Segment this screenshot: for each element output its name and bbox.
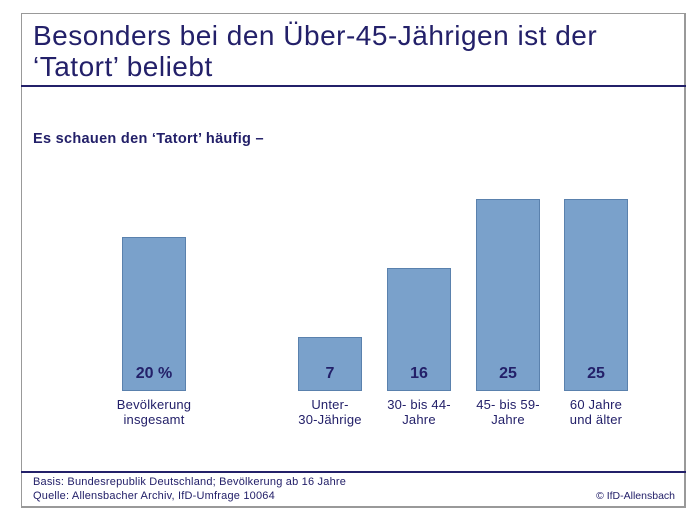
bar: 7 bbox=[298, 337, 362, 391]
bar-value-label: 25 bbox=[587, 365, 605, 382]
bar: 25 bbox=[476, 199, 540, 391]
bar-value-label: 16 bbox=[410, 365, 428, 382]
bar-category-label: 30- bis 44- Jahre bbox=[387, 397, 451, 427]
bar-category-label: 60 Jahre und älter bbox=[569, 397, 623, 427]
chart-subtitle: Es schauen den ‘Tatort’ häufig – bbox=[33, 131, 264, 147]
footer-copyright: © IfD-Allensbach bbox=[596, 490, 675, 502]
bar-value-label: 20 % bbox=[135, 365, 173, 382]
bar-value-label: 25 bbox=[499, 365, 517, 382]
footer-basis: Basis: Bundesrepublik Deutschland; Bevöl… bbox=[33, 476, 347, 488]
bar-chart: 20 % Bevölkerung insgesamt 7 Unter- 30-Jährig… bbox=[116, 199, 628, 427]
bar-category-label: Unter- 30-Jährige bbox=[298, 397, 362, 427]
bar: 20 % bbox=[122, 237, 186, 391]
bar-category-label: 45- bis 59- Jahre bbox=[476, 397, 540, 427]
footer-source: Quelle: Allensbacher Archiv, IfD-Umfrage… bbox=[33, 490, 275, 502]
title-divider bbox=[21, 85, 686, 87]
bar-value-label: 7 bbox=[325, 365, 335, 382]
bar-category-label: Bevölkerung insgesamt bbox=[116, 397, 192, 427]
bar: 16 bbox=[387, 268, 451, 391]
bar: 25 bbox=[564, 199, 628, 391]
page-title: Besonders bei den Über-45-Jährigen ist d… bbox=[33, 20, 598, 82]
footer-divider bbox=[21, 471, 686, 473]
